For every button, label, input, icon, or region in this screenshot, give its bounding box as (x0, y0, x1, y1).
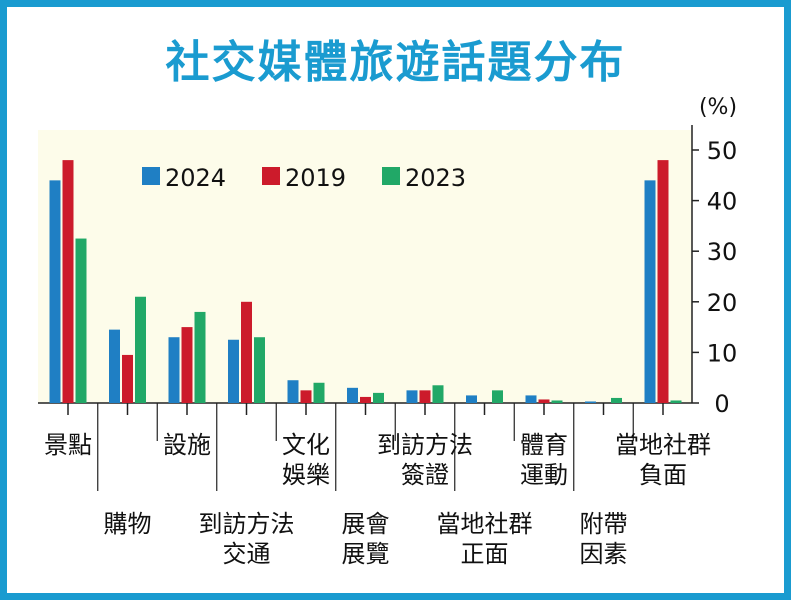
bar-2023 (492, 390, 503, 403)
x-category-label: 設施 (163, 431, 211, 459)
bar-2024 (406, 390, 418, 403)
y-tick-label: 30 (707, 238, 738, 266)
bar-2019 (360, 396, 371, 403)
bar-2023 (135, 296, 146, 403)
bar-2023 (611, 397, 622, 403)
x-category-label: 當地社群 (437, 510, 533, 538)
y-tick-label: 0 (714, 390, 729, 418)
bar-2024 (109, 329, 120, 403)
x-category-label: 到訪方法 (377, 431, 473, 459)
legend-swatch-2024 (142, 167, 160, 185)
bar-2024 (49, 180, 61, 403)
legend-label-2023: 2023 (405, 164, 466, 192)
x-category-label: 到訪方法 (199, 510, 295, 538)
bar-2019 (300, 390, 312, 403)
chart-title: 社交媒體旅遊話題分布 (165, 37, 626, 88)
bar-2023 (194, 311, 206, 403)
bar-2019 (122, 354, 133, 403)
bar-2024 (228, 339, 239, 403)
bar-2024 (168, 337, 180, 403)
y-tick-label: 40 (707, 188, 738, 216)
bar-2024 (525, 395, 537, 403)
bar-2023 (670, 400, 682, 403)
bar-2023 (254, 337, 265, 403)
x-category-label: 娛樂 (282, 461, 330, 489)
bar-2023 (432, 385, 444, 403)
y-tick-label: 50 (707, 137, 738, 165)
x-category-label: 簽證 (401, 461, 449, 489)
unit-label: (%) (699, 95, 737, 120)
bar-2024 (347, 387, 358, 403)
x-category-label: 運動 (520, 461, 568, 489)
bar-2019 (538, 399, 550, 403)
legend-label-2024: 2024 (165, 164, 226, 192)
x-category-label: 當地社群 (615, 431, 711, 459)
x-category-label: 文化 (282, 431, 330, 459)
bar-2019 (657, 160, 669, 403)
x-category-label: 交通 (223, 540, 271, 568)
legend-label-2019: 2019 (285, 164, 346, 192)
bar-2024 (287, 380, 299, 403)
x-category-label: 展覽 (342, 540, 390, 568)
x-category-label: 體育 (520, 431, 568, 459)
x-category-label: 正面 (461, 540, 509, 568)
x-category-label: 負面 (639, 461, 687, 489)
bar-2019 (419, 390, 431, 403)
x-category-label: 景點 (44, 431, 92, 459)
x-category-label: 因素 (580, 540, 628, 568)
x-category-label: 購物 (104, 510, 152, 538)
bar-2023 (75, 238, 87, 403)
bar-2019 (181, 327, 193, 403)
x-category-label: 展會 (342, 510, 390, 538)
bar-2024 (466, 395, 477, 403)
bar-2019 (62, 160, 74, 403)
y-tick-label: 20 (707, 289, 738, 317)
bar-2023 (373, 392, 384, 403)
bar-2024 (644, 180, 656, 403)
bar-2019 (241, 301, 252, 403)
legend-swatch-2023 (382, 167, 400, 185)
bar-2024 (585, 401, 596, 403)
x-category-label: 附帶 (580, 510, 628, 538)
bar-2023 (313, 382, 325, 403)
y-tick-label: 10 (707, 339, 738, 367)
bar-2023 (551, 400, 563, 403)
legend-swatch-2019 (262, 167, 280, 185)
